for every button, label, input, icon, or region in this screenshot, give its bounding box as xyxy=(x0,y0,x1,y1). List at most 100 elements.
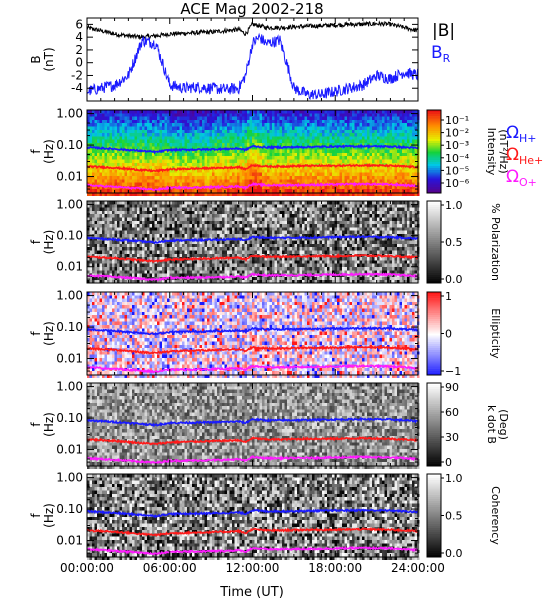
heatmap-cell xyxy=(254,207,258,212)
heatmap-cell xyxy=(119,220,123,225)
heatmap-cell xyxy=(137,192,140,196)
heatmap-cell xyxy=(209,220,213,225)
heatmap-cell xyxy=(232,126,235,130)
heatmap-cell xyxy=(109,169,113,173)
heatmap-cell xyxy=(382,172,385,177)
heatmap-cell xyxy=(372,210,375,215)
heatmap-cell xyxy=(259,179,263,183)
heatmap-cell xyxy=(354,126,358,130)
heatmap-cell xyxy=(362,210,365,215)
heatmap-cell xyxy=(314,176,318,180)
heatmap-cell xyxy=(272,217,275,221)
heatmap-cell xyxy=(292,179,295,183)
heatmap-cell xyxy=(357,207,360,212)
heatmap-cell xyxy=(304,152,308,157)
heatmap-cell xyxy=(202,169,205,173)
heatmap-cell xyxy=(299,146,303,150)
heatmap-cell xyxy=(382,224,385,228)
heatmap-cell xyxy=(122,139,125,144)
heatmap-cell xyxy=(159,227,163,231)
heatmap-cell xyxy=(197,116,200,121)
heatmap-cell xyxy=(312,123,315,127)
heatmap-cell xyxy=(332,185,335,190)
heatmap-cell xyxy=(172,204,175,208)
heatmap-cell xyxy=(214,230,218,235)
heatmap-cell xyxy=(249,126,253,130)
heatmap-cell xyxy=(329,129,333,134)
heatmap-cell xyxy=(262,185,265,190)
heatmap-cell xyxy=(229,126,233,130)
heatmap-cell xyxy=(364,152,368,157)
heatmap-cell xyxy=(312,214,315,218)
heatmap-cell xyxy=(269,113,273,117)
heatmap-cell xyxy=(394,133,398,137)
heatmap-cell xyxy=(162,224,165,228)
heatmap-cell xyxy=(237,204,240,208)
heatmap-cell xyxy=(149,207,153,212)
heatmap-cell xyxy=(184,217,188,221)
heatmap-cell xyxy=(364,207,368,212)
heatmap-cell xyxy=(212,220,215,225)
heatmap-cell xyxy=(194,224,198,228)
heatmap-cell xyxy=(167,169,170,173)
heatmap-cell xyxy=(369,220,373,225)
heatmap-cell xyxy=(374,176,378,180)
heatmap-cell xyxy=(239,189,243,193)
heatmap-cell xyxy=(402,169,405,173)
colorbar-step xyxy=(427,120,441,123)
heatmap-cell xyxy=(407,201,410,205)
heatmap-cell xyxy=(207,189,210,193)
heatmap-cell xyxy=(207,133,210,137)
heatmap-cell xyxy=(164,201,168,205)
heatmap-cell xyxy=(377,179,380,183)
heatmap-cell xyxy=(102,189,105,193)
heatmap-cell xyxy=(192,204,195,208)
heatmap-cell xyxy=(379,185,383,190)
heatmap-cell xyxy=(269,143,273,147)
heatmap-cell xyxy=(254,133,258,137)
heatmap-cell xyxy=(279,116,283,121)
heatmap-cell xyxy=(367,204,370,208)
heatmap-cell xyxy=(197,227,200,231)
heatmap-cell xyxy=(134,162,138,167)
heatmap-cell xyxy=(257,169,260,173)
heatmap-cell xyxy=(102,227,105,231)
heatmap-cell xyxy=(324,220,328,225)
heatmap-cell xyxy=(359,189,363,193)
heatmap-cell xyxy=(139,136,143,140)
heatmap-cell xyxy=(284,133,288,137)
heatmap-cell xyxy=(347,136,350,140)
heatmap-cell xyxy=(239,143,243,147)
heatmap-cell xyxy=(89,224,93,228)
heatmap-cell xyxy=(104,149,108,154)
heatmap-cell xyxy=(147,126,150,130)
heatmap-cell xyxy=(319,123,323,127)
heatmap-cell xyxy=(404,192,408,196)
heatmap-cell xyxy=(384,113,388,117)
heatmap-cell xyxy=(399,192,403,196)
heatmap-cell xyxy=(104,217,108,221)
heatmap-cell xyxy=(349,166,353,170)
heatmap-cell xyxy=(334,129,338,134)
heatmap-cell xyxy=(117,152,120,157)
heatmap-cell xyxy=(94,123,98,127)
heatmap-cell xyxy=(224,116,228,121)
heatmap-cell xyxy=(87,210,90,215)
heatmap-cell xyxy=(182,176,185,180)
heatmap-cell xyxy=(144,182,148,187)
heatmap-cell xyxy=(124,172,128,177)
heatmap-cell xyxy=(312,113,315,117)
heatmap-cell xyxy=(319,220,323,225)
heatmap-cell xyxy=(342,159,345,163)
heatmap-cell xyxy=(114,227,118,231)
heatmap-cell xyxy=(167,152,170,157)
heatmap-cell xyxy=(159,207,163,212)
heatmap-cell xyxy=(197,139,200,144)
heatmap-cell xyxy=(199,210,203,215)
y-tick-label: 0.10 xyxy=(56,138,83,152)
heatmap-cell xyxy=(412,133,415,137)
heatmap-cell xyxy=(169,126,173,130)
heatmap-cell xyxy=(97,149,100,154)
heatmap-cell xyxy=(157,224,160,228)
heatmap-cell xyxy=(322,220,325,225)
